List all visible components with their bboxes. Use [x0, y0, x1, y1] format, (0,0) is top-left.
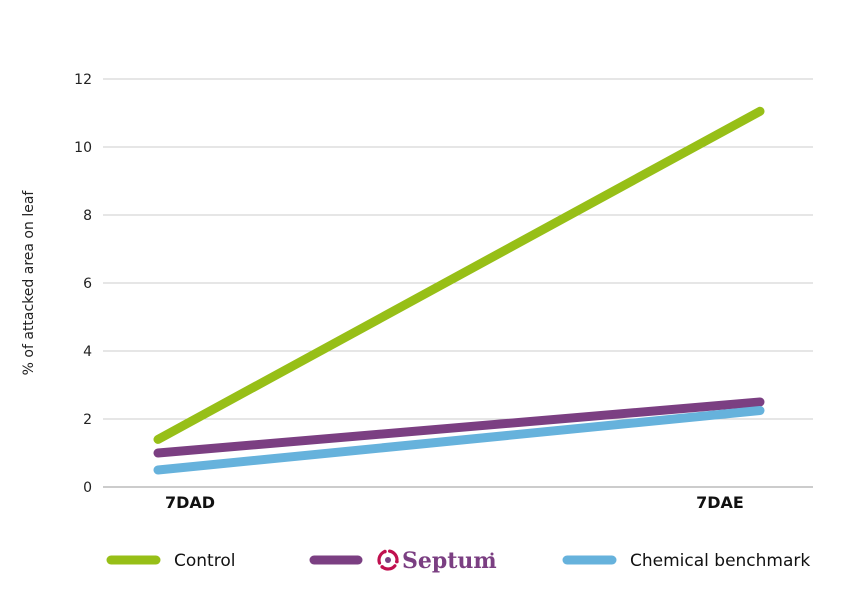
y-tick-4: 4	[83, 344, 92, 360]
y-tick-0: 0	[83, 480, 92, 496]
y-axis-label: % of attacked area on leaf	[21, 190, 37, 376]
y-tick-6: 6	[83, 276, 92, 292]
x-tick-labels: 7DAD 7DAE	[165, 493, 744, 512]
y-tick-labels: 0 2 4 6 8 10 12	[74, 72, 92, 496]
series-line-control	[153, 106, 765, 444]
series-line-chemical-benchmark	[153, 406, 765, 475]
legend-label-septum: Septum	[402, 548, 497, 574]
legend: Control Septum Chemical benchmark	[106, 548, 810, 574]
legend-label-control: Control	[174, 551, 235, 571]
grid-lines	[103, 78, 813, 488]
y-tick-8: 8	[83, 208, 92, 224]
y-tick-12: 12	[74, 72, 92, 88]
septum-logo-dot-icon	[490, 552, 494, 556]
x-tick-7dae: 7DAE	[696, 493, 744, 512]
series-line-septum	[153, 397, 765, 458]
y-tick-10: 10	[74, 140, 92, 156]
septum-logo-icon	[377, 549, 399, 571]
y-tick-2: 2	[83, 412, 92, 428]
series-lines	[153, 106, 765, 475]
legend-label-chemical-benchmark: Chemical benchmark	[630, 551, 810, 571]
x-tick-7dad: 7DAD	[165, 493, 215, 512]
